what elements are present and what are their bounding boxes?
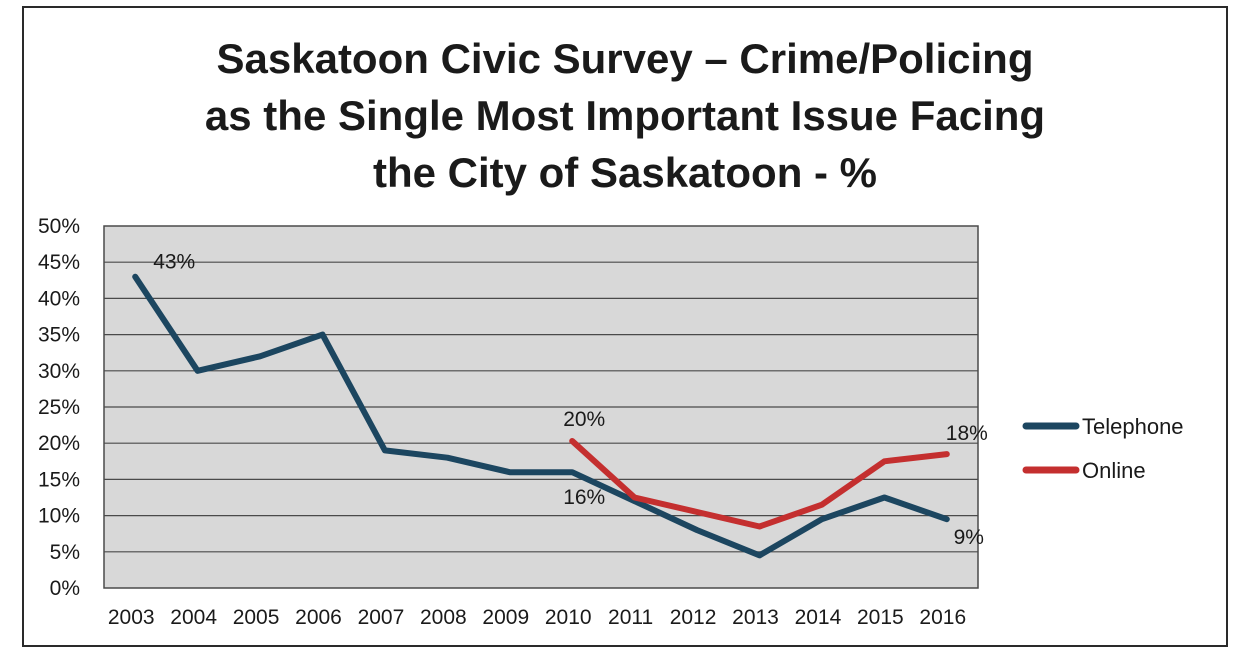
chart-title-line-2: as the Single Most Important Issue Facin…	[204, 92, 1046, 139]
data-labels: 43% 20% 16% 18% 9%	[153, 251, 988, 550]
series-line-telephone	[132, 273, 950, 559]
x-tick-label: 2016	[919, 606, 966, 629]
gridlines	[104, 261, 978, 553]
data-label: 43%	[153, 251, 195, 274]
x-tick-label: 2006	[295, 606, 342, 629]
legend-label-telephone: Telephone	[1082, 414, 1184, 439]
y-tick-label: 10%	[38, 505, 80, 528]
y-tick-label: 15%	[38, 468, 80, 491]
x-tick-label: 2014	[795, 606, 842, 629]
x-tick-label: 2015	[857, 606, 904, 629]
x-tick-label: 2007	[358, 606, 405, 629]
x-tick-label: 2012	[670, 606, 717, 629]
x-tick-label: 2013	[732, 606, 779, 629]
x-tick-label: 2008	[420, 606, 467, 629]
series-line-online	[569, 438, 950, 530]
y-axis: 0% 5% 10% 15% 20% 25% 30% 35% 40% 45% 50%	[38, 215, 80, 600]
legend-label-online: Online	[1082, 458, 1146, 483]
y-tick-label: 45%	[38, 251, 80, 274]
data-label: 18%	[946, 422, 988, 445]
y-tick-label: 35%	[38, 324, 80, 347]
chart-title-line-3: the City of Saskatoon - %	[372, 149, 878, 196]
y-tick-label: 50%	[38, 215, 80, 238]
chart-title: Saskatoon Civic Survey – Crime/Policing …	[22, 30, 1228, 201]
x-tick-label: 2003	[108, 606, 155, 629]
x-tick-label: 2010	[545, 606, 592, 629]
y-tick-label: 25%	[38, 396, 80, 419]
series-lines	[132, 273, 950, 559]
x-axis: 2003 2004 2005 2006 2007 2008 2009 2010 2011 2012…	[108, 606, 966, 629]
y-tick-label: 20%	[38, 432, 80, 455]
y-tick-label: 5%	[50, 541, 80, 564]
chart-title-line-1: Saskatoon Civic Survey – Crime/Policing	[216, 35, 1034, 82]
x-tick-label: 2009	[482, 606, 529, 629]
legend: Telephone Online	[1022, 414, 1184, 483]
data-label: 20%	[563, 408, 605, 431]
x-tick-label: 2011	[608, 606, 653, 629]
y-tick-label: 30%	[38, 360, 80, 383]
y-tick-label: 40%	[38, 287, 80, 310]
data-label: 9%	[954, 526, 984, 549]
y-tick-label: 0%	[50, 577, 80, 600]
x-tick-label: 2005	[233, 606, 280, 629]
data-label: 16%	[563, 486, 605, 509]
x-tick-label: 2004	[170, 606, 217, 629]
